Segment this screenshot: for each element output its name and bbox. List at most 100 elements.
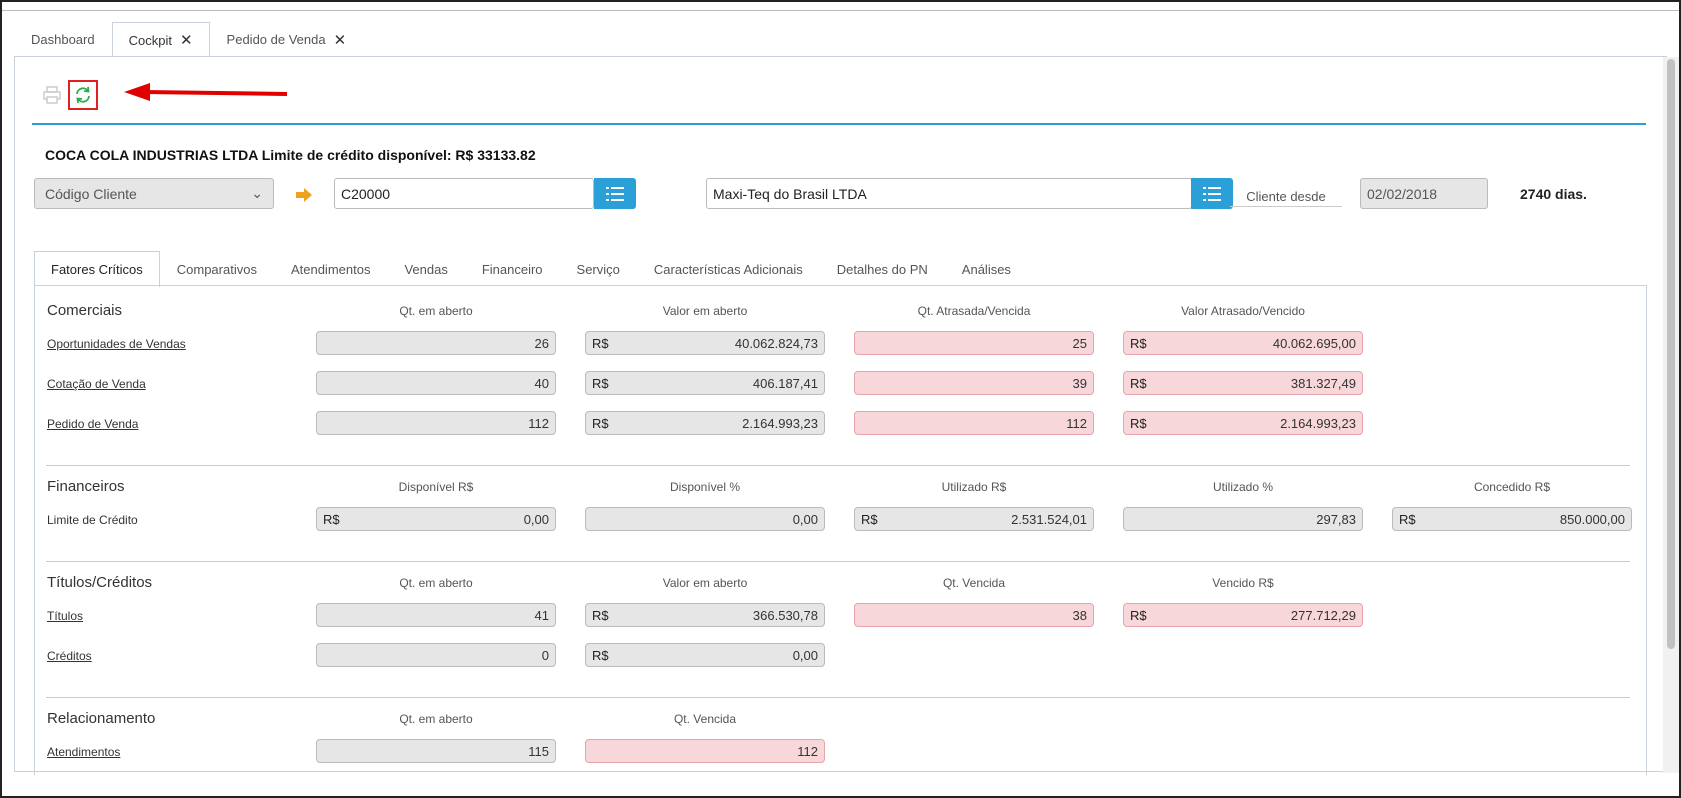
column-header: Disponível R$ <box>398 480 474 494</box>
client-name-input[interactable]: Maxi-Teq do Brasil LTDA <box>706 178 1192 209</box>
tab-financeiro[interactable]: Financeiro <box>481 261 543 277</box>
field-value: 2.164.993,23 <box>1280 415 1356 431</box>
value-field: 297,83 <box>1123 507 1363 531</box>
section-title-financeiros: Financeiros <box>47 478 125 495</box>
value-field: R$ 366.530,78 <box>585 603 825 627</box>
client-name-value: Maxi-Teq do Brasil LTDA <box>713 185 867 202</box>
currency-label: R$ <box>592 375 609 391</box>
column-header: Disponível % <box>669 480 741 494</box>
refresh-icon <box>76 86 90 104</box>
divider <box>46 465 1630 466</box>
arrow-right-icon <box>296 188 312 202</box>
field-value: 38 <box>1072 607 1087 623</box>
search-type-select[interactable]: Código Cliente ⌄ <box>34 178 274 209</box>
field-value: 366.530,78 <box>752 607 818 623</box>
column-header: Valor em aberto <box>662 304 748 318</box>
tab-vendas[interactable]: Vendas <box>404 261 448 277</box>
section-title-relacionamento: Relacionamento <box>47 710 156 727</box>
column-header: Qt. Atrasada/Vencida <box>917 304 1031 318</box>
field-value: 40.062.695,00 <box>1272 335 1356 351</box>
currency-label: R$ <box>861 511 878 527</box>
column-header: Qt. em aberto <box>399 576 473 590</box>
tab-detalhes-pn[interactable]: Detalhes do PN <box>836 261 928 277</box>
limite-credito-label: Limite de Crédito <box>47 513 138 527</box>
link-oportunidades[interactable]: Oportunidades de Vendas <box>47 337 186 351</box>
value-field: 0,00 <box>585 507 825 531</box>
link-atendimentos[interactable]: Atendimentos <box>47 745 121 759</box>
close-icon[interactable]: ✕ <box>179 32 193 49</box>
value-field: 0 <box>316 643 556 667</box>
value-field: 26 <box>316 331 556 355</box>
scrollbar[interactable] <box>1663 57 1679 773</box>
content-area <box>14 56 1667 772</box>
field-value: 40.062.824,73 <box>734 335 818 351</box>
value-field: R$ 2.531.524,01 <box>854 507 1094 531</box>
field-value: 112 <box>528 415 549 431</box>
currency-label: R$ <box>592 607 609 623</box>
column-header: Utilizado % <box>1212 480 1274 494</box>
select-value: Código Cliente <box>45 185 137 202</box>
currency-label: R$ <box>592 415 609 431</box>
link-titulos[interactable]: Títulos <box>47 609 84 623</box>
client-code-list-button[interactable] <box>594 178 636 209</box>
field-value: 112 <box>797 743 818 759</box>
close-icon[interactable]: ✕ <box>333 31 347 49</box>
list-icon <box>606 186 624 201</box>
client-name-list-button[interactable] <box>1191 178 1233 209</box>
column-header: Vencido R$ <box>1212 576 1274 590</box>
fatores-panel <box>34 285 1647 775</box>
divider <box>46 697 1630 698</box>
tab-analises[interactable]: Análises <box>961 261 1011 277</box>
field-value: 0,00 <box>792 647 818 663</box>
tab-dashboard[interactable]: Dashboard <box>14 22 112 56</box>
tab-fatores-criticos[interactable]: Fatores Críticos <box>34 251 160 287</box>
value-field: 38 <box>854 603 1094 627</box>
currency-label: R$ <box>1130 415 1147 431</box>
tab-pedido-de-venda[interactable]: Pedido de Venda ✕ <box>210 22 364 56</box>
field-value: 26 <box>534 335 549 351</box>
client-code-input[interactable]: C20000 <box>334 178 594 209</box>
annotation-arrow-icon <box>124 83 288 101</box>
field-value: 2.164.993,23 <box>742 415 818 431</box>
column-header: Valor Atrasado/Vencido <box>1181 304 1305 318</box>
currency-label: R$ <box>592 647 609 663</box>
value-field: 115 <box>316 739 556 763</box>
value-field: 41 <box>316 603 556 627</box>
tab-cockpit[interactable]: Cockpit ✕ <box>111 22 210 57</box>
tab-servico[interactable]: Serviço <box>576 261 620 277</box>
refresh-button[interactable] <box>68 80 98 110</box>
value-field: R$ 40.062.824,73 <box>585 331 825 355</box>
tab-label: Cockpit <box>128 32 172 48</box>
field-value: 381.327,49 <box>1290 375 1356 391</box>
client-days: 2740 dias. <box>1520 186 1587 202</box>
scrollbar-thumb[interactable] <box>1667 59 1675 649</box>
column-header: Concedido R$ <box>1473 480 1551 494</box>
field-value: 277.712,29 <box>1290 607 1356 623</box>
print-icon[interactable] <box>42 85 62 105</box>
tab-caracteristicas[interactable]: Características Adicionais <box>653 261 803 277</box>
currency-label: R$ <box>323 511 340 527</box>
field-value: 2.531.524,01 <box>1011 511 1087 527</box>
tab-atendimentos[interactable]: Atendimentos <box>290 261 371 277</box>
field-value: 39 <box>1072 375 1087 391</box>
value-field: R$ 40.062.695,00 <box>1123 331 1363 355</box>
value-field: R$ 277.712,29 <box>1123 603 1363 627</box>
field-value: 40 <box>534 375 549 391</box>
tab-comparativos[interactable]: Comparativos <box>176 261 257 277</box>
link-creditos[interactable]: Créditos <box>47 649 92 663</box>
link-pedido[interactable]: Pedido de Venda <box>47 417 139 431</box>
tab-label: Dashboard <box>31 32 95 47</box>
field-value: 112 <box>1066 415 1087 431</box>
field-value: 297,83 <box>1316 511 1356 527</box>
currency-label: R$ <box>1130 375 1147 391</box>
top-divider <box>2 10 1679 11</box>
credit-title: COCA COLA INDUSTRIAS LTDA Limite de créd… <box>45 147 536 163</box>
value-field: R$ 0,00 <box>316 507 556 531</box>
currency-label: R$ <box>1130 607 1147 623</box>
column-header: Qt. em aberto <box>399 304 473 318</box>
value-field: R$ 850.000,00 <box>1392 507 1632 531</box>
value-field: 39 <box>854 371 1094 395</box>
value-field: R$ 406.187,41 <box>585 371 825 395</box>
link-cotacao[interactable]: Cotação de Venda <box>47 377 146 391</box>
